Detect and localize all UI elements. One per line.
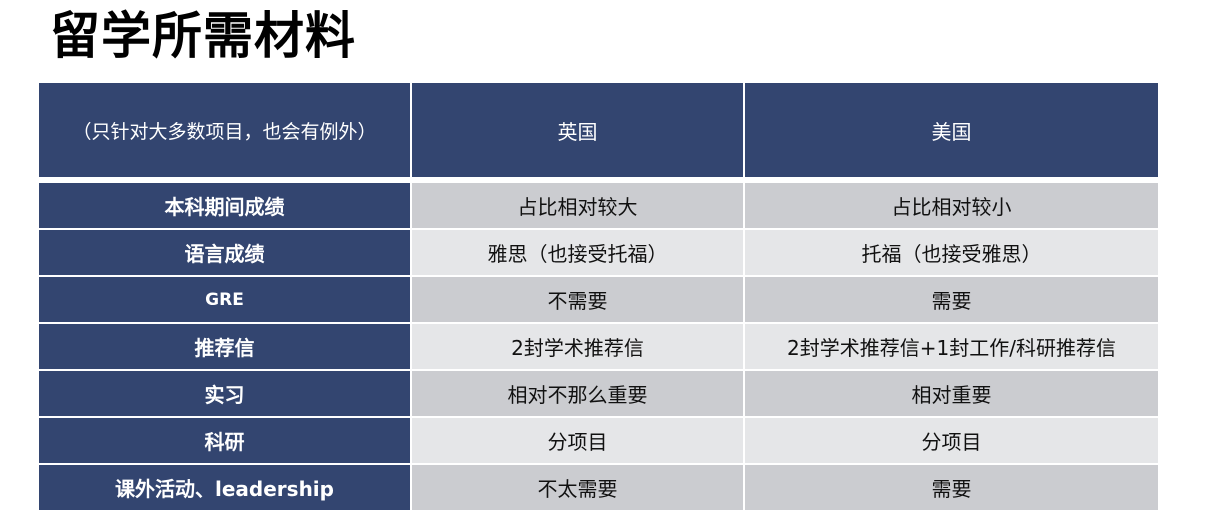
cell-us: 托福（也接受雅思） (745, 230, 1158, 275)
page-title: 留学所需材料 (50, 7, 356, 65)
table-row: 本科期间成绩 占比相对较大 占比相对较小 (39, 183, 1158, 228)
row-label: 科研 (39, 418, 410, 463)
header-note: （只针对大多数项目，也会有例外） (39, 83, 410, 177)
header-uk: 英国 (412, 83, 743, 177)
cell-uk: 2封学术推荐信 (412, 324, 743, 369)
comparison-table: （只针对大多数项目，也会有例外） 英国 美国 本科期间成绩 占比相对较大 占比相… (37, 81, 1160, 512)
cell-us: 2封学术推荐信+1封工作/科研推荐信 (745, 324, 1158, 369)
cell-us: 占比相对较小 (745, 183, 1158, 228)
table-row: GRE 不需要 需要 (39, 277, 1158, 322)
row-label: 语言成绩 (39, 230, 410, 275)
row-label: 本科期间成绩 (39, 183, 410, 228)
table-row: 推荐信 2封学术推荐信 2封学术推荐信+1封工作/科研推荐信 (39, 324, 1158, 369)
cell-uk: 不太需要 (412, 465, 743, 510)
table-row: 科研 分项目 分项目 (39, 418, 1158, 463)
cell-us: 分项目 (745, 418, 1158, 463)
row-label: GRE (39, 277, 410, 322)
cell-uk: 分项目 (412, 418, 743, 463)
cell-uk: 不需要 (412, 277, 743, 322)
table-row: 实习 相对不那么重要 相对重要 (39, 371, 1158, 416)
cell-us: 需要 (745, 465, 1158, 510)
cell-uk: 雅思（也接受托福） (412, 230, 743, 275)
row-label: 推荐信 (39, 324, 410, 369)
table-row: 课外活动、leadership 不太需要 需要 (39, 465, 1158, 510)
table-header-row: （只针对大多数项目，也会有例外） 英国 美国 (39, 83, 1158, 177)
cell-us: 需要 (745, 277, 1158, 322)
cell-uk: 占比相对较大 (412, 183, 743, 228)
row-label: 课外活动、leadership (39, 465, 410, 510)
cell-uk: 相对不那么重要 (412, 371, 743, 416)
table-row: 语言成绩 雅思（也接受托福） 托福（也接受雅思） (39, 230, 1158, 275)
row-label: 实习 (39, 371, 410, 416)
cell-us: 相对重要 (745, 371, 1158, 416)
header-us: 美国 (745, 83, 1158, 177)
